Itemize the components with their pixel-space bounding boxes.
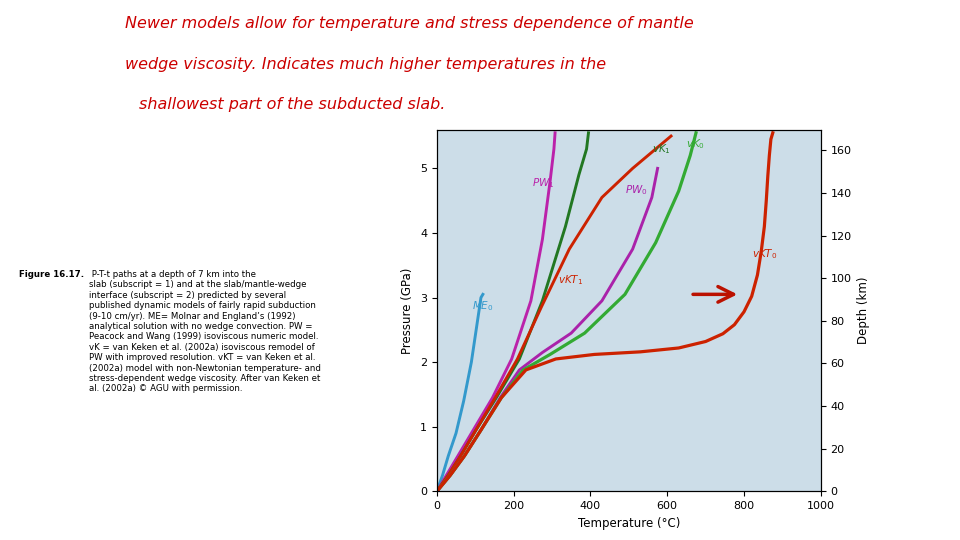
Y-axis label: Depth (km): Depth (km) — [857, 277, 870, 345]
Text: Figure 16.17.: Figure 16.17. — [19, 270, 84, 279]
Text: $PW_1$: $PW_1$ — [532, 177, 555, 190]
X-axis label: Temperature (°C): Temperature (°C) — [578, 517, 680, 530]
Text: shallowest part of the subducted slab.: shallowest part of the subducted slab. — [139, 97, 445, 112]
Text: $PW_0$: $PW_0$ — [625, 183, 648, 197]
Text: $vK_1$: $vK_1$ — [652, 142, 671, 156]
Text: Newer models allow for temperature and stress dependence of mantle: Newer models allow for temperature and s… — [125, 16, 693, 31]
Text: $vK_0$: $vK_0$ — [686, 138, 706, 152]
Y-axis label: Pressure (GPa): Pressure (GPa) — [401, 267, 415, 354]
Text: $vKT_1$: $vKT_1$ — [558, 273, 583, 287]
Text: $vKT_0$: $vKT_0$ — [752, 247, 777, 261]
Text: $ME_0$: $ME_0$ — [472, 299, 493, 313]
Text: P-T-t paths at a depth of 7 km into the
slab (subscript = 1) and at the slab/man: P-T-t paths at a depth of 7 km into the … — [89, 270, 322, 394]
Text: wedge viscosity. Indicates much higher temperatures in the: wedge viscosity. Indicates much higher t… — [125, 57, 606, 72]
